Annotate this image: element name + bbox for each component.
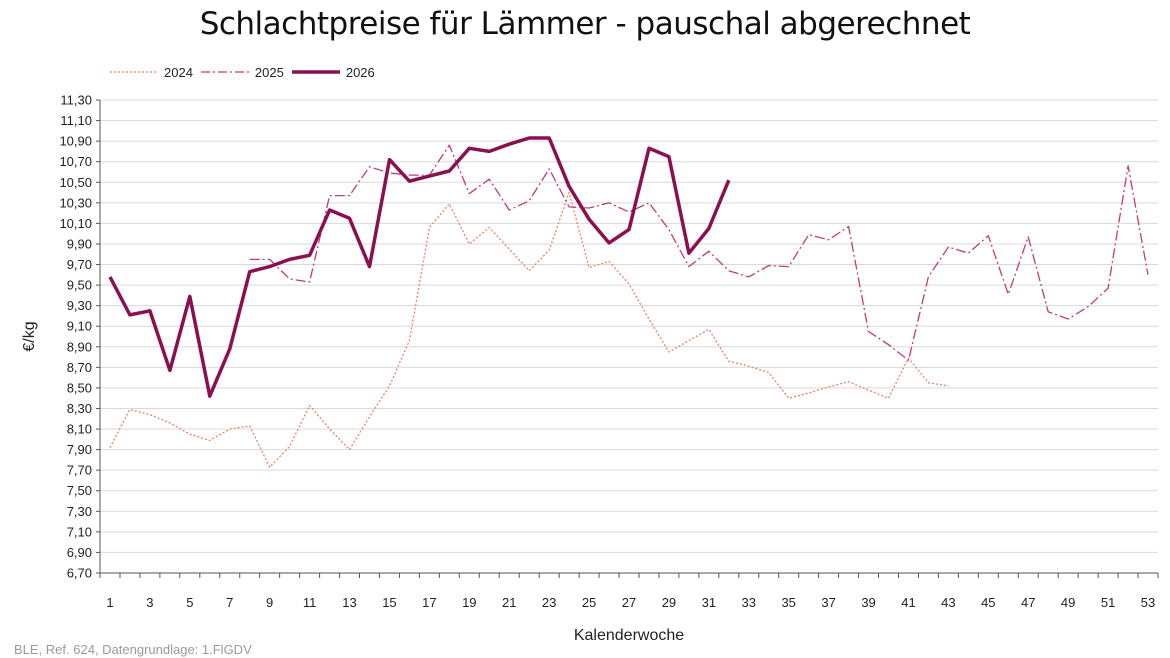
legend-swatch-2026 xyxy=(291,70,340,74)
y-tick-label: 8,10 xyxy=(67,422,92,437)
x-tick-label: 17 xyxy=(422,595,436,610)
legend-label-2025: 2025 xyxy=(254,64,284,80)
y-tick-label: 11,10 xyxy=(60,113,92,128)
x-tick-label: 33 xyxy=(742,595,756,610)
x-tick-label: 11 xyxy=(303,595,317,610)
y-tick-label: 9,50 xyxy=(67,278,92,293)
y-tick-label: 10,90 xyxy=(59,134,92,149)
x-tick-label: 23 xyxy=(542,595,556,610)
legend-label-2024: 2024 xyxy=(164,64,193,80)
y-tick-label: 7,10 xyxy=(67,524,92,539)
x-tick-label: 13 xyxy=(342,595,356,610)
x-tick-label: 35 xyxy=(781,595,795,610)
y-tick-label: 7,70 xyxy=(67,463,92,478)
y-tick-label: 9,10 xyxy=(67,319,92,334)
y-tick-label: 6,70 xyxy=(67,566,92,581)
legend: 2024 2025 2026 xyxy=(110,62,383,82)
x-tick-label: 15 xyxy=(382,595,396,610)
x-tick-label: 27 xyxy=(622,595,636,610)
x-tick-label: 25 xyxy=(582,595,596,610)
series-line-2026 xyxy=(108,136,731,398)
x-tick-label: 5 xyxy=(186,595,193,610)
x-tick-label: 21 xyxy=(502,595,516,610)
y-tick-label: 9,30 xyxy=(67,298,92,313)
y-tick-label: 10,30 xyxy=(59,195,92,210)
chart-title: Schlachtpreise für Lämmer - pauschal abg… xyxy=(199,6,971,42)
legend-item-2024: 2024 xyxy=(110,65,193,80)
y-tick-label: 10,70 xyxy=(59,154,92,169)
x-tick-label: 53 xyxy=(1141,595,1155,610)
x-tick-label: 7 xyxy=(226,595,233,610)
y-tick-label: 7,90 xyxy=(67,442,92,457)
legend-item-2026: 2026 xyxy=(291,64,375,80)
x-tick-label: 43 xyxy=(941,595,955,610)
x-tick-label: 51 xyxy=(1101,595,1115,610)
series-line-2025 xyxy=(249,144,1149,361)
y-tick-label: 8,30 xyxy=(67,401,92,416)
y-axis-label: €/kg xyxy=(21,321,38,351)
x-tick-label: 49 xyxy=(1061,595,1075,610)
x-tick-label: 1 xyxy=(106,595,113,610)
y-tick-label: 10,10 xyxy=(59,216,92,231)
y-tick-label: 9,90 xyxy=(67,236,92,251)
y-tick-label: 10,50 xyxy=(59,175,92,190)
x-tick-label: 39 xyxy=(861,595,875,610)
x-tick-label: 9 xyxy=(266,595,273,610)
y-tick-label: 8,50 xyxy=(67,380,92,395)
legend-swatch-2025 xyxy=(200,71,249,73)
legend-label-2026: 2026 xyxy=(345,64,375,80)
x-tick-label: 29 xyxy=(662,595,676,610)
y-tick-label: 6,90 xyxy=(67,545,92,560)
series-line-2024 xyxy=(109,191,949,468)
y-tick-label: 8,70 xyxy=(67,360,92,375)
y-tick-label: 11,30 xyxy=(60,93,92,108)
x-tick-label: 3 xyxy=(146,595,153,610)
y-tick-label: 7,30 xyxy=(67,504,92,519)
x-tick-label: 37 xyxy=(821,595,835,610)
y-tick-label: 7,50 xyxy=(67,483,92,498)
x-axis-label: Kalenderwoche xyxy=(574,627,684,644)
legend-swatch-2024 xyxy=(110,71,158,73)
y-tick-label: 9,70 xyxy=(67,257,92,272)
x-tick-label: 19 xyxy=(462,595,476,610)
y-tick-label: 8,90 xyxy=(67,339,92,354)
x-tick-label: 41 xyxy=(901,595,915,610)
x-tick-label: 45 xyxy=(981,595,995,610)
x-tick-label: 31 xyxy=(702,595,716,610)
legend-item-2025: 2025 xyxy=(200,64,284,80)
x-tick-label: 47 xyxy=(1021,595,1035,610)
footer-source: BLE, Ref. 624, Datengrundlage: 1.FlGDV xyxy=(14,642,252,657)
